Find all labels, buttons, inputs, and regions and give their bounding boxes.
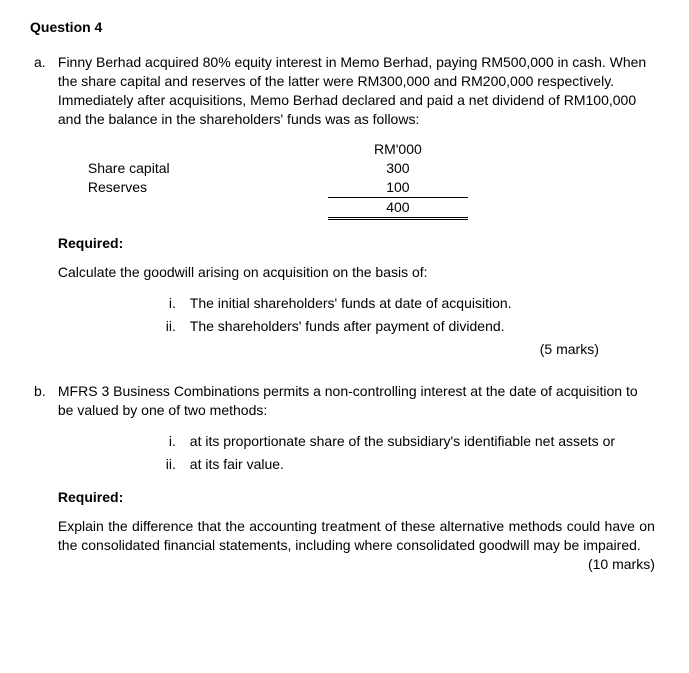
item-marker: i.	[150, 432, 176, 451]
table-row-value: 300	[328, 159, 468, 178]
question-title: Question 4	[30, 18, 659, 37]
list-item: ii. The shareholders' funds after paymen…	[150, 317, 655, 336]
item-text: at its fair value.	[190, 455, 655, 474]
table-blank	[88, 197, 328, 220]
marks-label: (10 marks)	[588, 555, 655, 574]
part-a-label: a.	[34, 53, 54, 72]
list-item: i. at its proportionate share of the sub…	[150, 432, 655, 451]
table-blank	[88, 140, 328, 159]
list-item: i. The initial shareholders' funds at da…	[150, 294, 655, 313]
part-b-label: b.	[34, 382, 54, 401]
required-text-b: Explain the difference that the accounti…	[58, 517, 655, 555]
balance-table: RM'000 Share capital 300 Reserves 100 40…	[88, 140, 548, 220]
item-text: The initial shareholders' funds at date …	[190, 294, 655, 313]
part-a-intro: Finny Berhad acquired 80% equity interes…	[58, 53, 655, 129]
required-label: Required:	[58, 234, 655, 253]
item-marker: ii.	[150, 455, 176, 474]
item-text: The shareholders' funds after payment of…	[190, 317, 655, 336]
table-row-label: Reserves	[88, 178, 328, 197]
table-row-label: Share capital	[88, 159, 328, 178]
list-item: ii. at its fair value.	[150, 455, 655, 474]
table-row-value: 100	[328, 178, 468, 197]
table-header: RM'000	[328, 140, 468, 159]
required-text: Calculate the goodwill arising on acquis…	[58, 263, 655, 282]
required-label: Required:	[58, 488, 655, 507]
item-marker: i.	[150, 294, 176, 313]
part-b-intro: MFRS 3 Business Combinations permits a n…	[58, 382, 655, 420]
part-b: b. MFRS 3 Business Combinations permits …	[58, 382, 659, 573]
part-b-required-body: Explain the difference that the accounti…	[58, 518, 655, 553]
item-marker: ii.	[150, 317, 176, 336]
marks-label: (5 marks)	[58, 340, 655, 359]
table-total: 400	[328, 197, 468, 220]
part-a: a. Finny Berhad acquired 80% equity inte…	[58, 53, 659, 369]
item-text: at its proportionate share of the subsid…	[190, 432, 655, 451]
